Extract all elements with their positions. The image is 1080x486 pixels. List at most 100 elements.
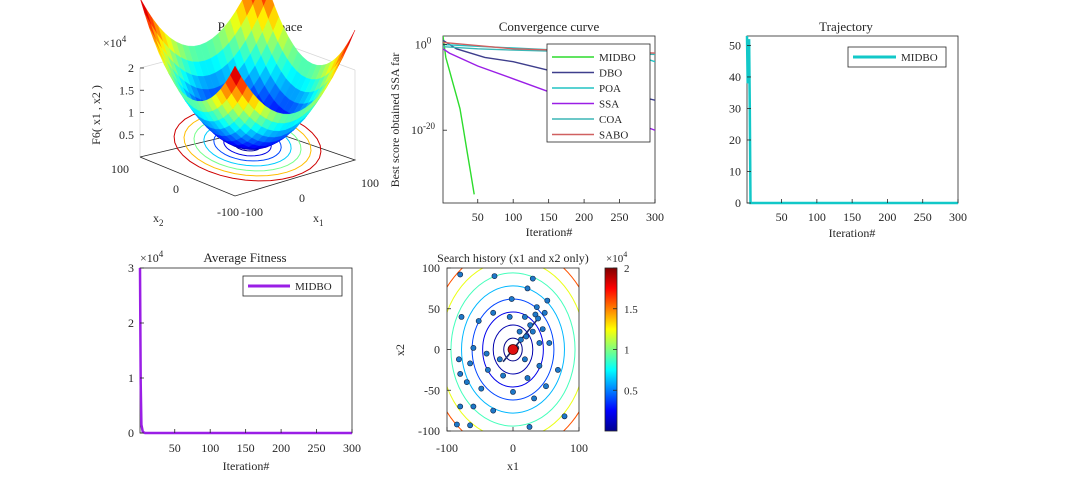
history-point [458,313,465,320]
convergence-title: Convergence curve [499,19,600,34]
history-panel: Search history (x1 and x2 only) 100 50 0 -5… [393,250,638,473]
legend-box [242,275,343,297]
trajectory-xlabel: Iteration# [829,226,876,240]
surface-x-ticks: -100 0 100 [241,176,379,219]
avg-fitness-title: Average Fitness [203,250,286,265]
surface-facet [334,46,346,68]
history-contour [461,285,565,414]
y-tick-label: 1 [128,371,134,385]
z-tick-label: 1 [128,106,134,120]
x-tick-label: 150 [843,210,861,224]
legend-label-midbo: MIDBO [901,52,938,64]
x-tick-label: 150 [237,441,255,455]
avg-fitness-xlabel: Iteration# [223,459,270,473]
history-point [536,362,543,369]
x-tick-label: 0 [299,191,305,205]
history-point [478,385,485,392]
y-tick-label: 2 [128,316,134,330]
history-point [470,344,477,351]
history-point [522,356,528,363]
surface-y-ticks: 100 0 -100 [111,162,239,219]
history-point [536,340,543,346]
x-tick-label: 200 [272,441,290,455]
y-tick-label: -100 [217,205,239,219]
z-tick-label: 1.5 [119,83,134,97]
surface-facet [261,0,267,7]
legend-label-ssa: SSA [599,99,619,111]
history-x-ticks: -100 0 100 [436,427,588,455]
surface-zlabel: F6( x1 , x2 ) [89,85,103,145]
y-tick-label: 50 [428,302,440,316]
convergence-panel: Convergence curve 100 10-20 50 100 150 200 25… [388,19,664,239]
surface-facet [140,0,151,25]
legend-label-midbo: MIDBO [295,281,332,293]
colorbar-tick-label: 2 [624,263,630,275]
history-point [544,297,551,304]
surface-exponent: ×104 [103,34,127,50]
series-line-midbo [138,267,352,435]
convergence-ylabel: Best score obtained SSA far [388,53,402,188]
y-tick-label: 0 [735,196,741,210]
surface-facet [339,38,351,61]
y-tick-label: -100 [418,424,440,438]
x-tick-label: 250 [914,210,932,224]
y-tick-label: 40 [729,70,741,84]
history-point [491,273,498,279]
y-tick-label: 100 [111,162,129,176]
legend-label-coa: COA [599,114,622,126]
history-point [470,403,477,410]
history-point [457,370,464,377]
history-point [516,328,523,335]
colorbar: ×104 2 1.5 1 0.5 [604,250,638,432]
x-tick-label: 200 [878,210,896,224]
x-tick-label: 300 [949,210,967,224]
history-contour [482,311,544,388]
x-tick-label: 100 [570,441,588,455]
x-tick-label: 50 [472,210,484,224]
y-tick-label: 20 [729,133,741,147]
y-tick-label: 100 [415,36,432,52]
history-point [455,356,462,363]
history-point [531,395,537,402]
history-point [529,328,536,335]
x-tick-label: -100 [241,205,263,219]
history-point [529,275,536,282]
x-tick-label: 250 [308,441,326,455]
history-point [467,360,473,367]
avg-fitness-panel: Average Fitness ×104 3 2 1 0 50 100 150 200 250… [128,249,361,473]
trajectory-legend: MIDBO [847,46,947,68]
history-point [539,326,546,332]
x-tick-label: 0 [510,441,516,455]
x-tick-label: 100 [504,210,522,224]
history-point [527,322,534,328]
history-point [535,315,541,322]
y-tick-label: 100 [422,261,440,275]
history-point [457,403,464,410]
history-point [467,422,473,429]
y-tick-label: 10 [729,164,741,178]
history-ylabel: x2 [393,344,407,356]
x-tick-label: 300 [646,210,664,224]
legend-label-midbo: MIDBO [599,52,636,64]
history-point [463,379,470,385]
history-point [453,421,460,428]
x-tick-label: 250 [611,210,629,224]
trajectory-y-ticks: 50 40 30 20 10 0 [729,38,751,210]
y-tick-label: 0 [128,426,134,440]
y-tick-label: 50 [729,38,741,52]
history-point [496,356,503,363]
history-point [457,271,464,278]
z-tick-label: 0.5 [119,128,134,142]
convergence-y-ticks: 100 10-20 [411,36,447,137]
history-point [523,333,530,340]
x-tick-label: 200 [575,210,593,224]
surface-panel: Parameter space ×104 21.510.5 F6( x1 , x… [89,0,379,228]
history-title: Search history (x1 and x2 only) [437,251,589,265]
legend-label-poa: POA [599,83,621,95]
y-tick-label: 0 [434,343,440,357]
history-contour [492,324,534,375]
surface-mesh [140,0,356,150]
y-tick-label: 30 [729,101,741,115]
